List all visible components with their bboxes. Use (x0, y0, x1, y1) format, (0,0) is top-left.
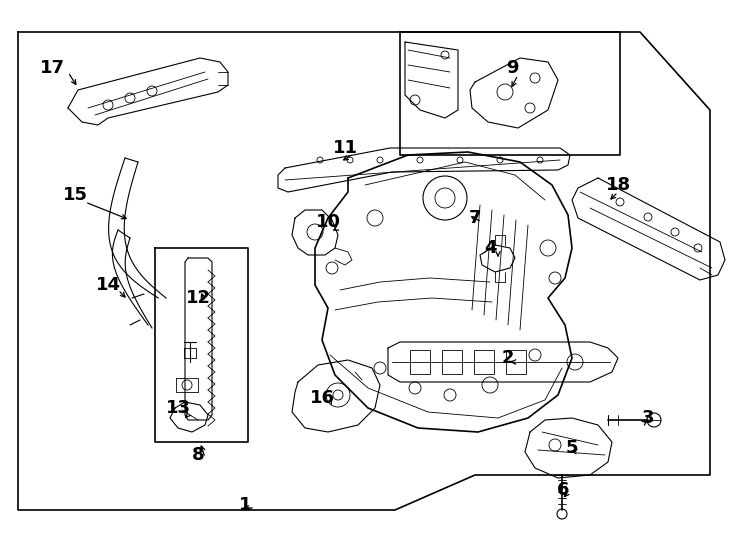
Text: 3: 3 (642, 409, 654, 427)
Text: 8: 8 (192, 446, 204, 464)
Text: 10: 10 (316, 213, 341, 231)
Text: 14: 14 (95, 276, 120, 294)
Text: 2: 2 (502, 349, 515, 367)
Text: 4: 4 (484, 239, 496, 257)
Text: 12: 12 (186, 289, 211, 307)
Text: 5: 5 (566, 439, 578, 457)
Text: 17: 17 (40, 59, 65, 77)
Bar (410, 350, 430, 374)
Text: 16: 16 (310, 389, 335, 407)
Text: 15: 15 (62, 186, 87, 204)
Text: 1: 1 (239, 496, 251, 514)
Text: 18: 18 (606, 176, 631, 194)
Text: 6: 6 (557, 481, 570, 499)
Bar (474, 350, 494, 374)
Text: 7: 7 (469, 209, 482, 227)
Bar (442, 350, 462, 374)
Text: 11: 11 (333, 139, 357, 157)
Text: 13: 13 (165, 399, 191, 417)
Text: 9: 9 (506, 59, 518, 77)
Bar (506, 350, 526, 374)
